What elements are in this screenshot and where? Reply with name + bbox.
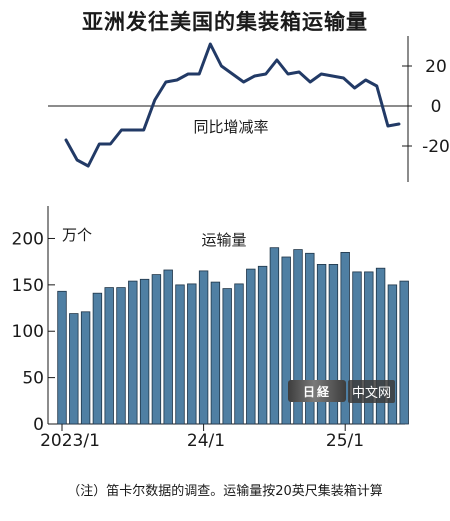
line-point	[231, 73, 234, 75]
line-point	[386, 125, 389, 127]
source-note: （注）笛卡尔数据的调查。运输量按20英尺集装箱计算	[67, 484, 383, 499]
bar	[234, 283, 244, 425]
bar	[281, 256, 291, 425]
watermark-text: 中文网	[348, 379, 396, 403]
bar	[399, 280, 409, 425]
line-point	[187, 73, 190, 75]
line-point	[131, 129, 134, 131]
bar-x-tick-label: 25/1	[326, 431, 364, 451]
line-point	[398, 123, 400, 125]
line-point	[242, 81, 245, 83]
line-point	[65, 139, 67, 141]
bar	[269, 247, 280, 425]
bar-y-tick-label: 100	[12, 322, 44, 342]
bar	[364, 271, 374, 425]
line-point	[164, 81, 167, 83]
bar	[375, 267, 386, 425]
series-line	[64, 42, 401, 168]
line-point	[375, 85, 378, 87]
bar-x-tick-label: 24/1	[187, 431, 225, 451]
line-point	[309, 81, 312, 83]
bar-series-label: 运输量	[201, 231, 246, 249]
bar	[352, 271, 362, 425]
bar-y-tick-label: 0	[33, 415, 44, 435]
bar-y-tick-label: 150	[12, 276, 44, 296]
bar	[163, 269, 173, 425]
line-point	[176, 79, 178, 81]
line-series-label: 同比增减率	[193, 118, 268, 136]
line-point	[98, 143, 101, 145]
bar	[328, 263, 339, 425]
line-y-tick-label: 0	[431, 97, 442, 117]
line-y-tick-label: 20	[425, 57, 447, 77]
bar	[139, 278, 150, 425]
watermark-logo: 日経	[288, 380, 346, 402]
bar	[246, 268, 256, 425]
bar	[198, 270, 209, 425]
bar	[305, 252, 315, 425]
line-point	[220, 65, 223, 67]
line-point	[109, 143, 112, 145]
bar	[175, 284, 185, 425]
bar	[57, 290, 67, 425]
line-chart: 20 0 -20 同比增减率	[48, 36, 450, 182]
line-point	[153, 99, 156, 101]
line-point	[353, 87, 356, 89]
line-point	[364, 79, 367, 81]
bar-unit-label: 万个	[62, 226, 92, 244]
bar	[387, 284, 398, 425]
line-point	[120, 129, 123, 131]
bar	[151, 274, 162, 425]
line-point	[342, 77, 345, 79]
line-point	[264, 73, 267, 75]
bar	[80, 311, 91, 425]
line-point	[275, 59, 278, 61]
line-point	[209, 43, 212, 45]
bar	[222, 288, 232, 425]
bar-y-tick-label: 50	[22, 369, 44, 389]
line-point	[287, 73, 289, 75]
line-point	[320, 73, 323, 75]
line-point	[142, 129, 145, 131]
line-point	[198, 73, 201, 75]
line-point	[76, 159, 79, 161]
bar	[69, 313, 79, 425]
bar	[92, 292, 103, 425]
bar	[257, 265, 268, 425]
page-title: 亚洲发往美国的集装箱运输量	[82, 10, 368, 34]
bar	[293, 249, 303, 425]
bar-chart: 0 50 100 150 200 2023/1 24/1 25/1 万个 运输量	[12, 206, 409, 451]
bar	[128, 280, 138, 425]
line-y-tick-label: -20	[422, 137, 450, 157]
line-point	[253, 75, 256, 77]
line-point	[87, 165, 90, 167]
watermark: 日経 中文网	[288, 379, 396, 403]
bar	[104, 287, 114, 425]
bar	[210, 281, 221, 425]
bar	[116, 287, 126, 425]
bar-y-tick-label: 200	[12, 229, 44, 249]
bar	[187, 283, 197, 425]
line-point	[298, 71, 301, 73]
bar	[316, 263, 327, 425]
line-point	[331, 75, 334, 77]
bar-x-tick-label: 2023/1	[40, 431, 100, 451]
